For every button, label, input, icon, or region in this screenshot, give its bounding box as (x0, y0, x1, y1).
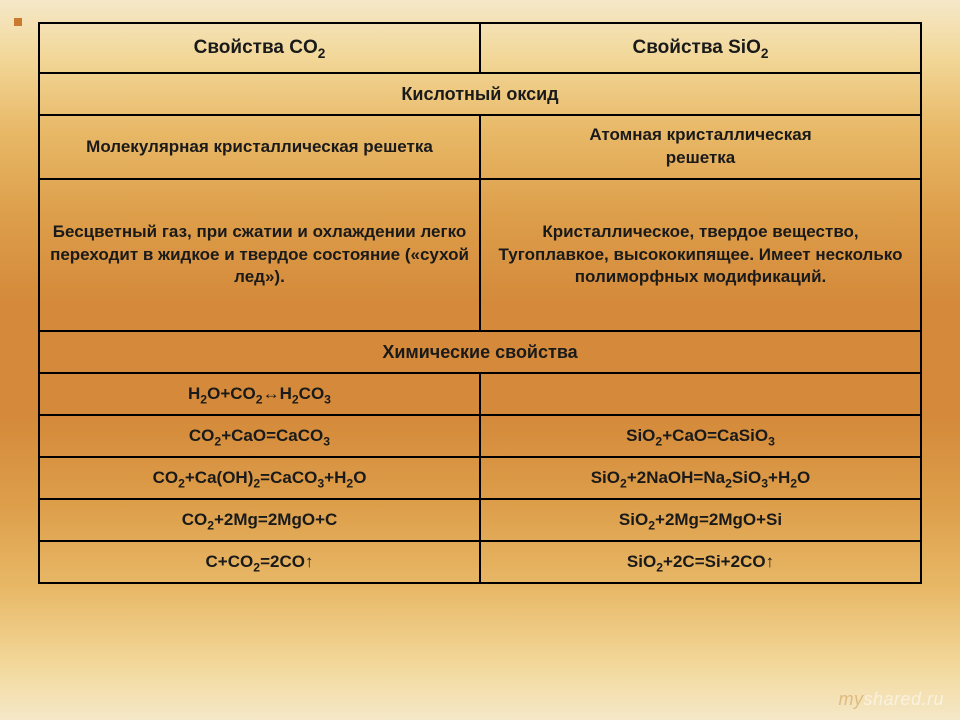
rxn-right-2: SiO2+2NaOH=Na2SiO3+H2O (480, 457, 921, 499)
header-sio2: Свойства SiO2 (480, 23, 921, 73)
lattice-sio2-l1: Атомная кристаллическая (589, 125, 811, 144)
rxn-left-4: C+CO2=2CO↑ (39, 541, 480, 583)
table-row: CO2+CaO=CaCO3 SiO2+CaO=CaSiO3 (39, 415, 921, 457)
chemical-header: Химические свойства (39, 331, 921, 373)
rxn-right-3: SiO2+2Mg=2MgO+Si (480, 499, 921, 541)
table-row: C+CO2=2CO↑ SiO2+2C=Si+2CO↑ (39, 541, 921, 583)
physical-sio2-l2: Тугоплавкое, высококипящее. Имеет нескол… (499, 245, 903, 287)
watermark-right: shared.ru (863, 689, 944, 709)
rxn-right-1: SiO2+CaO=CaSiO3 (480, 415, 921, 457)
watermark-left: my (838, 689, 863, 709)
table-row: Кислотный оксид (39, 73, 921, 115)
lattice-co2: Молекулярная кристаллическая решетка (39, 115, 480, 179)
watermark: myshared.ru (838, 689, 944, 710)
table-row: Свойства CO2 Свойства SiO2 (39, 23, 921, 73)
rxn-right-4: SiO2+2C=Si+2CO↑ (480, 541, 921, 583)
table-row: H2O+CO2↔H2CO3 (39, 373, 921, 415)
table-row: Химические свойства (39, 331, 921, 373)
rxn-left-2: CO2+Ca(OH)2=CaCO3+H2O (39, 457, 480, 499)
physical-sio2-l1: Кристаллическое, твердое вещество, (542, 222, 858, 241)
physical-co2: Бесцветный газ, при сжатии и охлаждении … (39, 179, 480, 331)
table-row: Молекулярная кристаллическая решетка Ато… (39, 115, 921, 179)
rxn-left-1: CO2+CaO=CaCO3 (39, 415, 480, 457)
physical-sio2: Кристаллическое, твердое вещество, Тугоп… (480, 179, 921, 331)
table-row: CO2+Ca(OH)2=CaCO3+H2O SiO2+2NaOH=Na2SiO3… (39, 457, 921, 499)
rxn-left-3: CO2+2Mg=2MgO+C (39, 499, 480, 541)
rxn-right-0 (480, 373, 921, 415)
table-row: CO2+2Mg=2MgO+C SiO2+2Mg=2MgO+Si (39, 499, 921, 541)
rxn-left-0: H2O+CO2↔H2CO3 (39, 373, 480, 415)
slide-background: Свойства CO2 Свойства SiO2 Кислотный окс… (0, 0, 960, 720)
table-row: Бесцветный газ, при сжатии и охлаждении … (39, 179, 921, 331)
lattice-sio2: Атомная кристаллическая решетка (480, 115, 921, 179)
header-co2: Свойства CO2 (39, 23, 480, 73)
oxide-type-row: Кислотный оксид (39, 73, 921, 115)
accent-square (14, 18, 22, 26)
lattice-sio2-l2: решетка (666, 148, 736, 167)
comparison-table: Свойства CO2 Свойства SiO2 Кислотный окс… (38, 22, 922, 584)
